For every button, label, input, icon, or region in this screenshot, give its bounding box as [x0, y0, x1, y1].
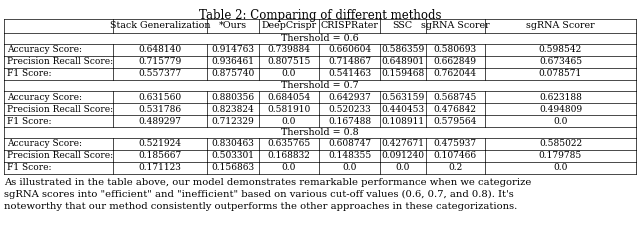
Text: 0.503301: 0.503301 — [211, 152, 254, 161]
Text: Precision Recall Score:: Precision Recall Score: — [7, 58, 113, 67]
Text: 0.0: 0.0 — [282, 163, 296, 173]
Text: 0.168832: 0.168832 — [268, 152, 310, 161]
Text: 0.563159: 0.563159 — [381, 92, 424, 102]
Text: 0.148355: 0.148355 — [328, 152, 371, 161]
Text: 0.586359: 0.586359 — [381, 45, 424, 54]
Text: 0.807515: 0.807515 — [268, 58, 310, 67]
Text: 0.091240: 0.091240 — [381, 152, 424, 161]
Text: 0.427671: 0.427671 — [381, 140, 424, 149]
Text: 0.489297: 0.489297 — [139, 116, 182, 125]
Text: 0.581910: 0.581910 — [268, 104, 310, 113]
Text: 0.557377: 0.557377 — [138, 70, 182, 79]
Text: 0.936461: 0.936461 — [211, 58, 254, 67]
Text: *Ours: *Ours — [219, 21, 247, 30]
Text: 0.0: 0.0 — [554, 163, 568, 173]
Text: 0.0: 0.0 — [396, 163, 410, 173]
Text: sgRNA Scorer: sgRNA Scorer — [421, 21, 490, 30]
Text: 0.440453: 0.440453 — [381, 104, 424, 113]
Text: 0.531786: 0.531786 — [138, 104, 182, 113]
Text: 0.715779: 0.715779 — [138, 58, 182, 67]
Text: Precision Recall Score:: Precision Recall Score: — [7, 152, 113, 161]
Text: 0.631560: 0.631560 — [138, 92, 182, 102]
Text: 0.823824: 0.823824 — [211, 104, 254, 113]
Text: 0.648901: 0.648901 — [381, 58, 424, 67]
Text: Thershold = 0.8: Thershold = 0.8 — [281, 128, 359, 137]
Text: Table 2: Comparing of different methods: Table 2: Comparing of different methods — [199, 9, 441, 22]
Text: 0.608747: 0.608747 — [328, 140, 371, 149]
Text: 0.830463: 0.830463 — [211, 140, 254, 149]
Text: sgRNA Scorer: sgRNA Scorer — [526, 21, 595, 30]
Text: 0.541463: 0.541463 — [328, 70, 371, 79]
Text: SSC: SSC — [393, 21, 413, 30]
Text: 0.475937: 0.475937 — [434, 140, 477, 149]
Text: 0.662849: 0.662849 — [434, 58, 477, 67]
Text: 0.660604: 0.660604 — [328, 45, 371, 54]
Text: 0.156863: 0.156863 — [211, 163, 254, 173]
Text: Accuracy Score:: Accuracy Score: — [7, 140, 82, 149]
Text: 0.598542: 0.598542 — [539, 45, 582, 54]
Text: 0.0: 0.0 — [282, 116, 296, 125]
Text: Accuracy Score:: Accuracy Score: — [7, 45, 82, 54]
Text: As illustrated in the table above, our model demonstrates remarkable performance: As illustrated in the table above, our m… — [4, 178, 531, 187]
Text: Thershold = 0.7: Thershold = 0.7 — [281, 81, 359, 90]
Text: 0.0: 0.0 — [282, 70, 296, 79]
Text: 0.914763: 0.914763 — [211, 45, 254, 54]
Text: 0.107466: 0.107466 — [434, 152, 477, 161]
Text: 0.167488: 0.167488 — [328, 116, 371, 125]
Text: 0.159468: 0.159468 — [381, 70, 424, 79]
Text: 0.623188: 0.623188 — [539, 92, 582, 102]
Text: 0.520233: 0.520233 — [328, 104, 371, 113]
Text: 0.171123: 0.171123 — [139, 163, 182, 173]
Text: sgRNA scores into "efficient" and "inefficient" based on various cut-off values : sgRNA scores into "efficient" and "ineff… — [4, 190, 514, 199]
Text: Precision Recall Score:: Precision Recall Score: — [7, 104, 113, 113]
Text: Stack Generalization: Stack Generalization — [110, 21, 211, 30]
Text: 0.568745: 0.568745 — [433, 92, 477, 102]
Text: 0.476842: 0.476842 — [434, 104, 477, 113]
Text: 0.579564: 0.579564 — [433, 116, 477, 125]
Text: 0.2: 0.2 — [448, 163, 462, 173]
Text: 0.521924: 0.521924 — [139, 140, 182, 149]
Text: 0.078571: 0.078571 — [539, 70, 582, 79]
Text: 0.714867: 0.714867 — [328, 58, 371, 67]
Text: 0.762044: 0.762044 — [434, 70, 477, 79]
Text: noteworthy that our method consistently outperforms the other approaches in thes: noteworthy that our method consistently … — [4, 202, 517, 211]
Text: 0.880356: 0.880356 — [211, 92, 254, 102]
Text: F1 Score:: F1 Score: — [7, 116, 51, 125]
Text: F1 Score:: F1 Score: — [7, 163, 51, 173]
Text: 0.179785: 0.179785 — [539, 152, 582, 161]
Text: 0.673465: 0.673465 — [539, 58, 582, 67]
Text: 0.635765: 0.635765 — [268, 140, 310, 149]
Text: 0.585022: 0.585022 — [539, 140, 582, 149]
Text: 0.0: 0.0 — [554, 116, 568, 125]
Text: CRISPRater: CRISPRater — [321, 21, 379, 30]
Text: 0.684054: 0.684054 — [268, 92, 310, 102]
Text: 0.648140: 0.648140 — [138, 45, 182, 54]
Text: F1 Score:: F1 Score: — [7, 70, 51, 79]
Text: 0.494809: 0.494809 — [539, 104, 582, 113]
Text: 0.642937: 0.642937 — [328, 92, 371, 102]
Text: 0.739884: 0.739884 — [268, 45, 310, 54]
Text: 0.108911: 0.108911 — [381, 116, 424, 125]
Text: 0.185667: 0.185667 — [138, 152, 182, 161]
Text: 0.712329: 0.712329 — [211, 116, 254, 125]
Text: 0.580693: 0.580693 — [434, 45, 477, 54]
Text: 0.0: 0.0 — [342, 163, 357, 173]
Text: Thershold = 0.6: Thershold = 0.6 — [281, 34, 359, 43]
Text: 0.875740: 0.875740 — [211, 70, 255, 79]
Text: DeepCrispr: DeepCrispr — [262, 21, 317, 30]
Text: Accuracy Score:: Accuracy Score: — [7, 92, 82, 102]
